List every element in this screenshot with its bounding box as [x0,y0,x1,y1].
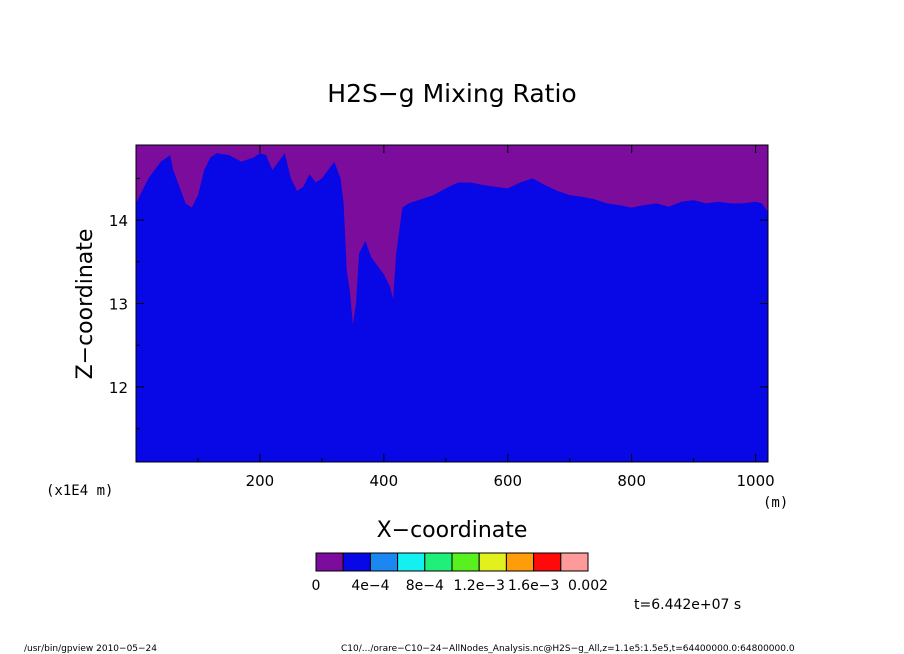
colorbar-swatch [560,552,589,572]
x-tick-label: 200 [246,472,275,490]
colorbar-swatch [478,552,507,572]
colorbar-label: 8e−4 [406,578,444,594]
y-tick-label: 13 [109,296,128,314]
y-tick-label: 12 [109,379,128,397]
colorbar-label: 1.6e−3 [508,578,560,594]
x-tick-label: 400 [370,472,399,490]
y-axis-ticks: 12 13 14 [109,177,768,430]
colorbar: 0 4e−4 8e−4 1.2e−3 1.6e−3 0.002 [312,552,608,594]
y-tick-label: 14 [109,212,128,230]
x-tick-label: 600 [493,472,522,490]
y-axis-label: Z−coordinate [73,229,98,380]
chart-title: H2S−g Mixing Ratio [327,79,576,108]
y-scale-note: (x1E4 m) [46,483,113,499]
x-axis-label: X−coordinate [377,518,528,543]
colorbar-label: 1.2e−3 [453,578,505,594]
plot-area: 200 400 600 800 1000 12 13 14 [109,144,775,490]
colorbar-swatch [505,552,535,572]
time-stamp: t=6.442e+07 s [634,597,741,613]
x-tick-label: 1000 [737,472,775,490]
colorbar-label: 4e−4 [351,578,389,594]
heatmap-top-region [136,145,768,325]
colorbar-swatch [451,552,480,572]
colorbar-swatch [424,552,453,572]
colorbar-swatch [369,552,399,572]
x-axis-ticks: 200 400 600 800 1000 [197,145,775,490]
colorbar-label: 0 [312,578,321,594]
colorbar-swatch [397,552,426,572]
footer-left: /usr/bin/gpview 2010−05−24 [24,644,157,654]
colorbar-label: 0.002 [568,578,608,594]
footer-right: C10/.../orare−C10−24−AllNodes_Analysis.n… [341,644,795,654]
x-tick-label: 800 [617,472,646,490]
colorbar-swatch [342,552,371,572]
x-unit-label: (m) [763,495,788,511]
colorbar-swatch [533,552,562,572]
colorbar-swatch [315,552,344,572]
